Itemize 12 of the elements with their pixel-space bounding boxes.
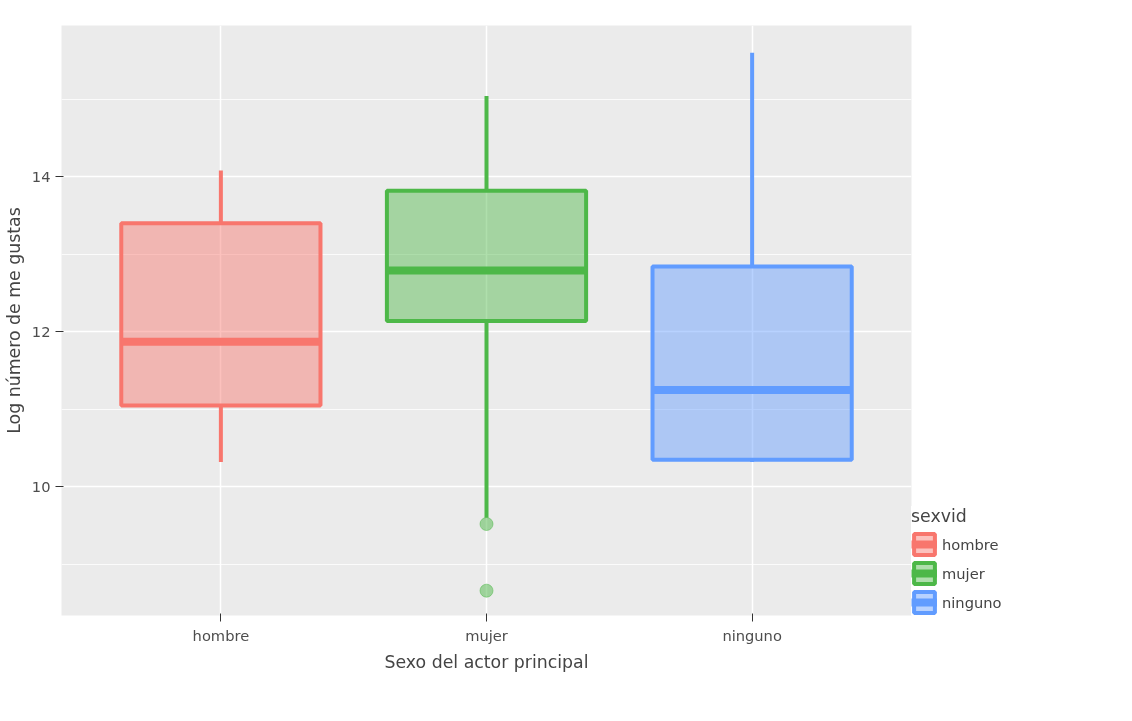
y-axis-title: Log número de me gustas	[3, 207, 24, 434]
x-tick-label: mujer	[465, 626, 509, 644]
legend-label: ninguno	[942, 593, 1003, 611]
x-tick-label: ninguno	[722, 626, 782, 644]
legend-label: hombre	[942, 535, 1000, 553]
x-axis-title: Sexo del actor principal	[384, 651, 589, 672]
y-tick-label: 14	[31, 167, 51, 185]
y-tick-label: 10	[31, 477, 51, 495]
y-tick-label: 12	[31, 322, 51, 340]
legend-label: mujer	[942, 564, 986, 582]
legend-title: sexvid	[911, 506, 968, 526]
x-tick-label: hombre	[192, 626, 250, 644]
